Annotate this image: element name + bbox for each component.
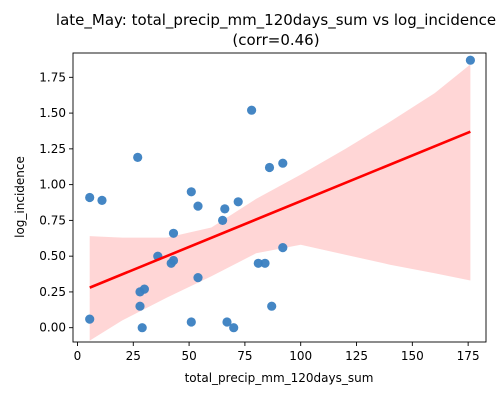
data-point bbox=[229, 323, 239, 333]
x-tick-label: 75 bbox=[237, 349, 252, 363]
data-point bbox=[222, 317, 232, 327]
data-point bbox=[135, 301, 145, 311]
data-point bbox=[233, 197, 243, 207]
x-tick-label: 175 bbox=[457, 349, 480, 363]
data-point bbox=[193, 273, 203, 283]
data-point bbox=[133, 152, 143, 162]
x-axis-ticks: 0 25 50 75 100 125 150 175 bbox=[74, 342, 480, 363]
x-tick-label: 125 bbox=[345, 349, 368, 363]
data-points-layer bbox=[85, 55, 475, 333]
data-point bbox=[264, 162, 275, 173]
x-tick-label: 100 bbox=[289, 349, 312, 363]
data-point bbox=[465, 55, 475, 65]
confidence-band-layer bbox=[89, 64, 471, 341]
y-tick-label: 1.75 bbox=[39, 70, 66, 84]
y-tick-label: 1.50 bbox=[39, 106, 66, 120]
data-point bbox=[193, 201, 203, 211]
data-point bbox=[278, 158, 288, 168]
y-tick-label: 0.00 bbox=[39, 321, 66, 335]
plot-frame bbox=[72, 52, 487, 343]
data-point bbox=[97, 195, 107, 205]
chart-title: late_May: total_precip_mm_120days_sum vs… bbox=[56, 11, 496, 30]
data-point bbox=[168, 255, 179, 266]
y-tick-label: 1.25 bbox=[39, 142, 66, 156]
data-point bbox=[220, 204, 230, 214]
data-point bbox=[168, 228, 179, 238]
data-point bbox=[260, 258, 270, 268]
data-point bbox=[253, 258, 263, 268]
y-axis-label: log_incidence bbox=[13, 156, 27, 238]
x-axis-label: total_precip_mm_120days_sum bbox=[185, 371, 374, 385]
data-point bbox=[218, 215, 228, 225]
data-point bbox=[267, 301, 277, 311]
data-point bbox=[139, 284, 149, 294]
data-point bbox=[186, 187, 196, 197]
data-point bbox=[85, 314, 95, 324]
x-tick-label: 150 bbox=[401, 349, 424, 363]
y-tick-label: 1.00 bbox=[39, 178, 66, 192]
x-tick-label: 0 bbox=[74, 349, 82, 363]
data-point bbox=[278, 243, 288, 253]
data-point bbox=[137, 323, 147, 333]
data-point bbox=[85, 192, 95, 203]
y-tick-label: 0.50 bbox=[39, 249, 66, 263]
y-axis-ticks: 0.00 0.25 0.50 0.75 1.00 1.25 1.50 1.75 bbox=[39, 70, 73, 335]
regression-line-layer bbox=[89, 130, 471, 289]
y-tick-label: 0.25 bbox=[39, 285, 66, 299]
data-point bbox=[247, 105, 257, 115]
plot-area bbox=[72, 52, 487, 343]
regression-line bbox=[89, 130, 471, 289]
confidence-band bbox=[89, 64, 471, 341]
y-tick-label: 0.75 bbox=[39, 213, 66, 227]
x-tick-label: 50 bbox=[181, 349, 196, 363]
x-tick-label: 25 bbox=[126, 349, 141, 363]
chart-subtitle: (corr=0.46) bbox=[232, 31, 319, 49]
data-point bbox=[186, 317, 196, 327]
